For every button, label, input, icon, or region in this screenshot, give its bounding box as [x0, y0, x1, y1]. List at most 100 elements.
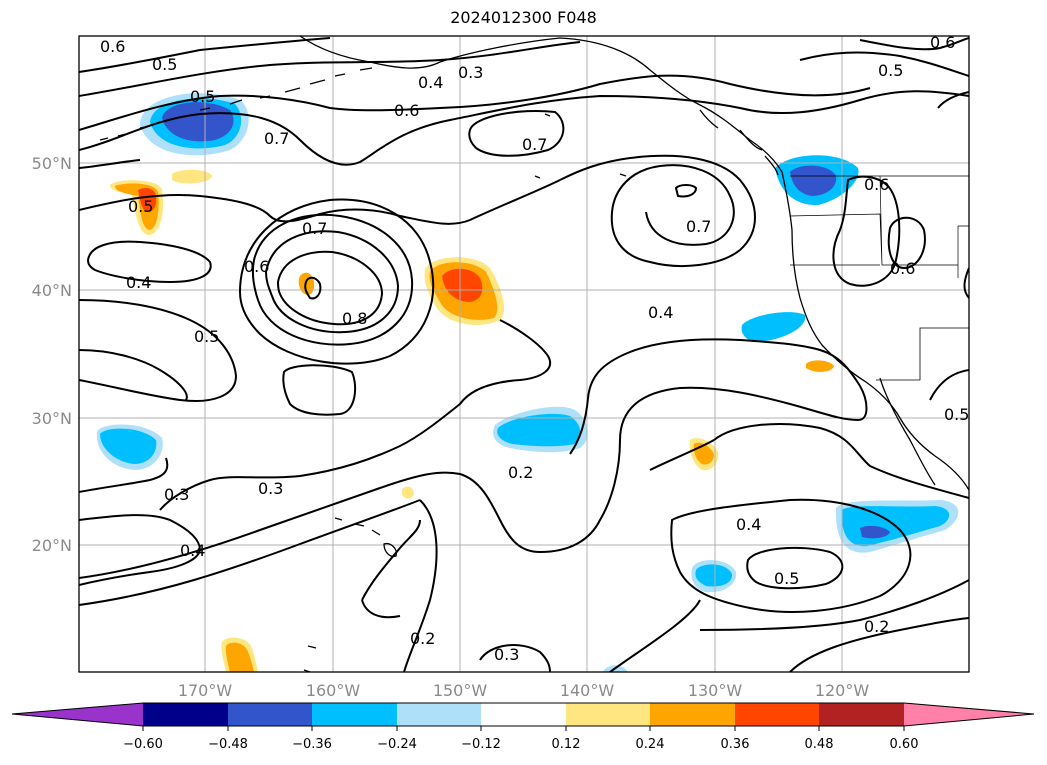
contour-label: 0.5 [878, 61, 903, 80]
contour-label: 0.3 [458, 63, 483, 82]
map-frame [78, 35, 970, 673]
fill-negative-southeast-inner [860, 525, 890, 539]
colorbar-tick-label: 0.48 [805, 737, 834, 752]
anomaly-fills [96, 93, 959, 672]
contour-label: 0.7 [686, 217, 711, 236]
contour-label: 0.6 [890, 259, 915, 278]
contour-label: 0.5 [152, 55, 177, 74]
border-us-mexico [876, 327, 969, 381]
colorbar-extend-high [904, 703, 1034, 726]
contour-line [670, 498, 912, 613]
contour-line [929, 369, 969, 401]
contour-line [963, 267, 969, 299]
latitude-labels: 50°N 40°N 30°N 20°N [32, 154, 72, 555]
fill-positive-central-inner [442, 268, 483, 302]
contour-label: 0.5 [194, 327, 219, 346]
fill-negative-hawaii-east-core [695, 564, 733, 587]
map-area: 0.6 0.5 0.4 0.3 0.6 0.5 0.5 0.7 0.7 0.6 … [79, 33, 969, 672]
contour-label: 0.6 [864, 175, 889, 194]
hawaii-islands [334, 517, 397, 558]
contour-label: 0.6 [100, 37, 125, 56]
colorbar-tick-label: −0.48 [208, 737, 248, 752]
lat-label-20n: 20°N [32, 536, 72, 555]
contour-line [361, 599, 401, 619]
contour-line [468, 109, 565, 157]
fill-positive-west-inner [138, 188, 157, 212]
colorbar-bin [650, 703, 735, 726]
colorbar-extend-low [12, 703, 143, 726]
contour-label: 0.7 [302, 219, 327, 238]
contour-label: 0.7 [522, 135, 547, 154]
contour-line [79, 499, 421, 606]
contour-line [79, 90, 969, 166]
colorbar-tick-label: −0.12 [461, 737, 501, 752]
fill-positive-baja [806, 360, 834, 372]
contour-line [799, 51, 969, 77]
colorbar-tick-label: −0.36 [292, 737, 332, 752]
lat-label-50n: 50°N [32, 154, 72, 173]
longitude-labels: 170°W 160°W 150°W 140°W 130°W 120°W [178, 681, 870, 700]
fill-negative-california [741, 312, 806, 342]
colorbar-tick-label: −0.60 [123, 737, 163, 752]
colorbar-tick-labels: −0.60 −0.48 −0.36 −0.24 −0.12 0.12 0.24 … [123, 737, 918, 752]
contour-line [79, 37, 331, 73]
colorbar: −0.60 −0.48 −0.36 −0.24 −0.12 0.12 0.24 … [11, 702, 1035, 752]
fill-negative-washington-core [790, 165, 837, 196]
colorbar-bin [143, 703, 228, 726]
contour-label: 0.6 [930, 33, 955, 52]
contour-label: 0.5 [774, 569, 799, 588]
contour-label: 0.3 [164, 485, 189, 504]
contour-line [674, 184, 698, 198]
contour-line [609, 599, 701, 672]
contour-label: 0.4 [736, 515, 761, 534]
contour-label: 0.2 [508, 463, 533, 482]
contour-label: 0.2 [864, 617, 889, 636]
colorbar-bin [735, 703, 819, 726]
contour-line [304, 276, 322, 300]
fill-positive-south-west-core [225, 642, 254, 672]
contour-label: 0.4 [180, 541, 205, 560]
colorbar-tick-label: 0.60 [890, 737, 919, 752]
contour-label: 0.3 [494, 645, 519, 664]
contour-line [238, 198, 435, 365]
lon-label-140w: 140°W [560, 681, 615, 700]
contour-labels: 0.6 0.5 0.4 0.3 0.6 0.5 0.5 0.7 0.7 0.6 … [100, 33, 969, 664]
fill-negative-subtropic-west-core [100, 428, 157, 464]
fill-negative-aleutian-inner [162, 102, 234, 142]
contour-label: 0.5 [190, 87, 215, 106]
contour-label: 0.6 [394, 101, 419, 120]
contour-label: 0.3 [258, 479, 283, 498]
fill-negative-central-sub-core [497, 413, 581, 447]
contour-line [713, 423, 969, 499]
map-title: 2024012300 F048 [450, 8, 597, 27]
contour-line [79, 74, 871, 131]
colorbar-bin [312, 703, 397, 726]
alaska-coast [299, 36, 783, 173]
colorbar-tick-label: 0.24 [636, 737, 665, 752]
colorbar-bin [228, 703, 312, 726]
contour-label: 0.5 [128, 197, 153, 216]
gridlines [79, 36, 969, 672]
contour-line [159, 319, 551, 511]
contour-line [649, 439, 715, 471]
contour-line [79, 349, 188, 401]
lon-label-130w: 130°W [688, 681, 743, 700]
contour-label: 0.6 [244, 257, 269, 276]
contour-label: 0.2 [410, 629, 435, 648]
contour-line [746, 546, 844, 590]
contour-label: 0.4 [126, 273, 151, 292]
contour-label: 0.4 [418, 73, 443, 92]
contour-line [282, 364, 357, 416]
contour-label: 0.4 [648, 303, 673, 322]
baja-coast [879, 377, 936, 486]
colorbar-ticks [142, 726, 905, 731]
contour-lines [79, 37, 969, 672]
contour-line [251, 213, 414, 346]
lon-label-120w: 120°W [815, 681, 870, 700]
contour-line [937, 91, 969, 109]
contour-line [479, 644, 551, 672]
contour-line [79, 457, 169, 493]
contour-line [832, 175, 901, 287]
contour-line [79, 299, 238, 402]
